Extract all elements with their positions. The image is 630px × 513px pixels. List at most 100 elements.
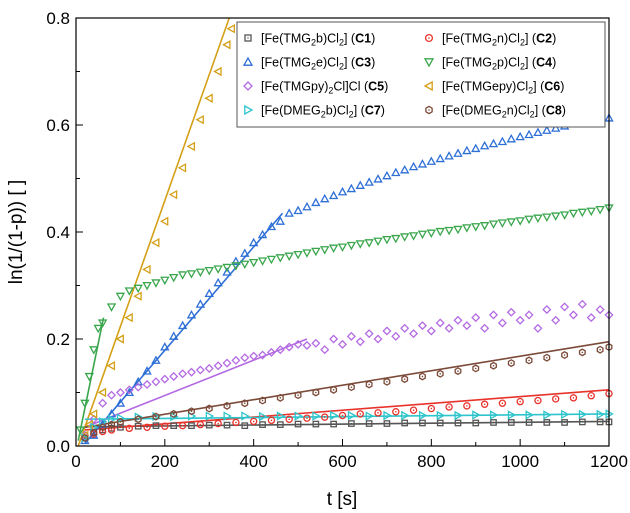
series-7-point [330, 410, 339, 421]
series-1-point [383, 420, 391, 427]
series-2-point [285, 415, 293, 423]
series-4-point [453, 225, 463, 235]
series-5-point [595, 305, 605, 315]
series-4-point [97, 319, 108, 328]
series-8-point-dot [457, 370, 459, 372]
series-2-point [178, 421, 187, 430]
series-7-point [596, 409, 606, 420]
legend-marker-2-dot [428, 37, 430, 39]
series-4-point [426, 229, 437, 239]
series-4-point [284, 252, 294, 262]
series-2-point-dot [395, 410, 397, 413]
series-8-point-dot [386, 381, 388, 383]
series-7-point [170, 411, 179, 422]
series-1-point [525, 419, 533, 426]
series-5-point [275, 345, 285, 355]
series-8-point [312, 388, 320, 397]
series-1-point-dot [599, 421, 601, 423]
series-1-point-dot [155, 424, 157, 427]
series-7-point [578, 409, 588, 420]
series-1-point [170, 422, 178, 430]
series-8-point-dot [261, 399, 264, 402]
series-5-point [204, 363, 214, 373]
legend-label: [Fe(DMEG2b)Cl2] (C7) [261, 104, 385, 120]
series-2-point-dot [519, 400, 521, 403]
series-4-point [222, 263, 232, 273]
series-8-point-dot [492, 364, 495, 367]
y-tick-label: 0.4 [46, 223, 70, 242]
series-5-point [515, 315, 525, 325]
series-5-point [195, 365, 205, 375]
series-3-point [533, 127, 543, 137]
series-8-point [223, 401, 231, 410]
series-8-point-dot [332, 389, 335, 391]
series-6-point [151, 237, 160, 248]
series-3-point [479, 140, 490, 150]
series-8-point-dot [510, 362, 513, 364]
series-8-point-dot [528, 359, 530, 362]
series-8-point-dot [350, 386, 353, 388]
series-4-point [479, 222, 490, 231]
series-8-point-dot [243, 402, 246, 405]
series-2-point-dot [359, 413, 362, 415]
y-tick-label: 0.0 [46, 437, 70, 456]
series-8-point [507, 359, 515, 368]
y-tick-label: 0.2 [46, 330, 70, 349]
series-6-point [186, 141, 196, 152]
legend-label: [Fe(TMG2n)Cl2] (C2) [442, 32, 556, 48]
series-7-point [401, 410, 410, 421]
series-2-point [98, 427, 107, 436]
series-1-point-dot [528, 421, 530, 424]
series-5-point [506, 307, 516, 317]
series-1-point-dot [315, 423, 317, 425]
series-2-point-dot [128, 427, 131, 430]
x-tick-label: 1200 [590, 452, 628, 471]
series-2-point-dot [252, 420, 255, 423]
series-3-point [195, 299, 206, 308]
series-4-point [142, 281, 152, 291]
series-2-point [232, 418, 240, 427]
series-8-point-dot [581, 351, 584, 354]
series-7-point [241, 411, 250, 421]
series-1-point-dot [368, 422, 370, 425]
plot-frame [75, 17, 610, 447]
series-5-point [488, 310, 499, 320]
series-2-point [267, 416, 276, 425]
series-3-point [399, 165, 410, 174]
series-4-point [506, 218, 516, 227]
series-4-point [497, 219, 508, 228]
series-2-point-dot [92, 433, 95, 436]
series-4-point [399, 233, 410, 242]
series-2-point-dot [110, 429, 113, 431]
series-1-point [348, 420, 355, 427]
series-6-fit-line [77, 17, 230, 447]
series-7-point [543, 410, 552, 420]
series-5-point [240, 353, 250, 363]
series-2-point [107, 426, 116, 434]
legend-marker-8-dot [428, 109, 430, 111]
series-4-point [133, 284, 143, 294]
series-3-point [311, 197, 321, 207]
series-5-fit-line [84, 338, 308, 429]
series-6-point [97, 387, 107, 398]
series-2-point-dot [101, 430, 104, 433]
series-1-point [579, 418, 586, 426]
series-2-point [214, 419, 222, 428]
series-4-point [488, 220, 499, 229]
series-8-point-dot [315, 391, 317, 394]
series-6-point [222, 40, 231, 50]
x-tick-label: 0 [71, 452, 80, 471]
series-1-point-dot [226, 424, 228, 426]
legend-label: [Fe(TMGepy)Cl2] (C6) [442, 80, 564, 96]
series-5-point [142, 379, 152, 389]
series-4-point [124, 287, 135, 296]
series-2-point [143, 423, 151, 431]
series-5-point [586, 313, 596, 323]
series-7-point [436, 410, 446, 421]
series-8-point [241, 399, 249, 408]
series-3-point [284, 208, 294, 217]
series-3-point [186, 309, 197, 319]
series-2-point-dot [341, 414, 344, 417]
y-tick-label: 0.8 [46, 9, 70, 28]
series-1-point-dot [421, 422, 424, 424]
